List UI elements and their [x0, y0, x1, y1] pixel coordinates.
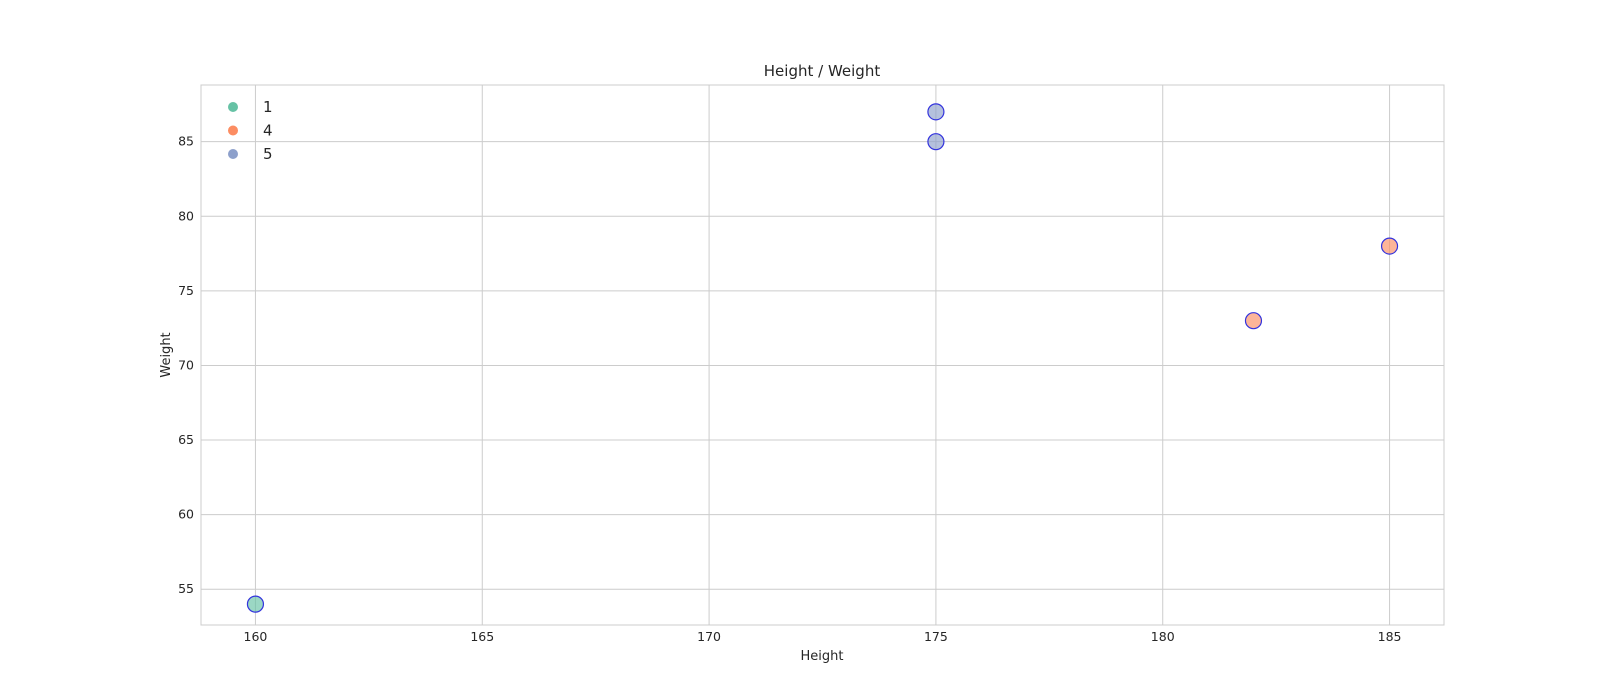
chart-title: Height / Weight — [764, 62, 881, 80]
legend-label: 4 — [263, 122, 273, 140]
data-point-series-5 — [927, 103, 945, 121]
y-tick-label: 55 — [178, 581, 194, 596]
data-point-series-4 — [1244, 312, 1263, 330]
grid — [201, 85, 1444, 625]
data-points — [246, 103, 1399, 613]
legend-label: 1 — [263, 98, 273, 116]
x-axis-label: Height — [801, 649, 844, 664]
legend-marker — [228, 149, 238, 159]
legend-marker — [228, 102, 238, 112]
legend-label: 5 — [263, 145, 273, 163]
tick-labels: 160 165 170 175 180 185 55 60 65 70 75 80 85 — [178, 134, 1401, 644]
y-axis-label: Weight — [159, 332, 174, 377]
legend: 1 4 5 — [228, 98, 273, 163]
y-tick-label: 80 — [178, 208, 194, 223]
x-tick-label: 180 — [1151, 629, 1175, 644]
y-tick-label: 85 — [178, 134, 194, 149]
x-tick-label: 175 — [924, 629, 948, 644]
y-tick-label: 65 — [178, 432, 194, 447]
legend-marker — [228, 125, 238, 136]
data-point-series-1 — [246, 595, 265, 613]
y-tick-label: 60 — [178, 507, 194, 522]
x-tick-label: 185 — [1378, 629, 1402, 644]
x-tick-label: 170 — [697, 629, 721, 644]
x-tick-label: 165 — [470, 629, 494, 644]
y-tick-label: 75 — [178, 283, 194, 298]
data-point-series-5 — [927, 133, 945, 151]
y-tick-label: 70 — [178, 357, 194, 372]
data-point-series-4 — [1380, 237, 1399, 255]
x-tick-label: 160 — [244, 629, 268, 644]
plot-area-frame — [200, 84, 1445, 626]
